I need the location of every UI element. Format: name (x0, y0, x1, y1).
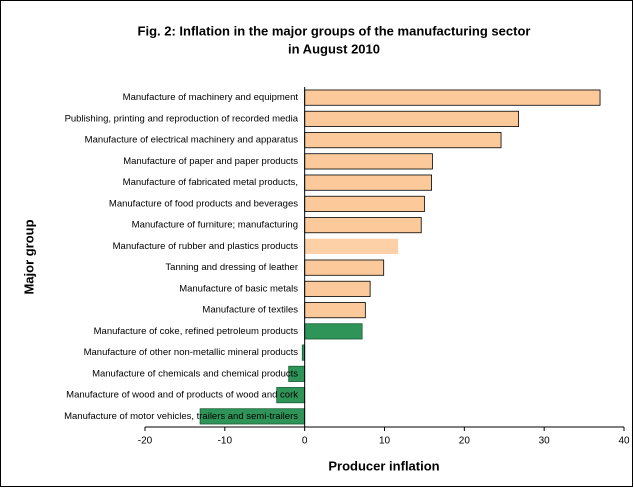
bar (304, 132, 502, 149)
y-tick-label: Manufacture of other non-metallic minera… (84, 347, 299, 358)
chart-title: Fig. 2: Inflation in the major groups of… (138, 23, 531, 38)
x-tick-label: 30 (539, 436, 551, 447)
chart-title: in August 2010 (288, 41, 380, 56)
y-tick-label: Manufacture of furniture; manufacturing (132, 220, 298, 231)
bar (304, 217, 422, 234)
y-tick-label: Manufacture of rubber and plastics produ… (113, 241, 299, 252)
x-tick-label: -10 (218, 436, 233, 447)
x-tick-label: -20 (138, 436, 153, 447)
bar (304, 323, 363, 340)
y-tick-label: Manufacture of electrical machinery and … (85, 135, 299, 146)
y-tick-label: Manufacture of machinery and equipment (123, 92, 299, 103)
bar (304, 238, 399, 255)
bar (304, 174, 433, 191)
y-tick-label: Manufacture of wood and of products of w… (66, 390, 298, 401)
y-tick-label: Manufacture of chemicals and chemical pr… (92, 368, 298, 379)
y-tick-label: Manufacture of textiles (202, 305, 298, 316)
y-tick-label: Manufacture of fabricated metal products… (123, 177, 298, 188)
y-tick-label: Manufacture of food products and beverag… (109, 198, 298, 209)
x-tick-label: 0 (302, 436, 308, 447)
bar (304, 110, 520, 127)
y-axis-title: Major group (21, 219, 36, 294)
y-tick-label: Manufacture of basic metals (179, 283, 298, 294)
y-tick-label: Manufacture of coke, refined petroleum p… (94, 326, 299, 337)
y-tick-label: Publishing, printing and reproduction of… (65, 113, 299, 124)
x-axis-title: Producer inflation (328, 458, 439, 473)
x-tick-label: 40 (618, 436, 630, 447)
y-tick-label: Manufacture of paper and paper products (123, 156, 298, 167)
y-tick-label: Tanning and dressing of leather (165, 262, 298, 273)
y-tick-label: Manufacture of motor vehicles, trailers … (64, 411, 298, 422)
bar (304, 153, 433, 170)
bar (304, 280, 371, 297)
bar (304, 195, 425, 212)
bar (304, 302, 366, 319)
bar (304, 89, 601, 106)
x-tick-label: 10 (379, 436, 391, 447)
bar (304, 259, 385, 276)
x-tick-label: 20 (459, 436, 471, 447)
